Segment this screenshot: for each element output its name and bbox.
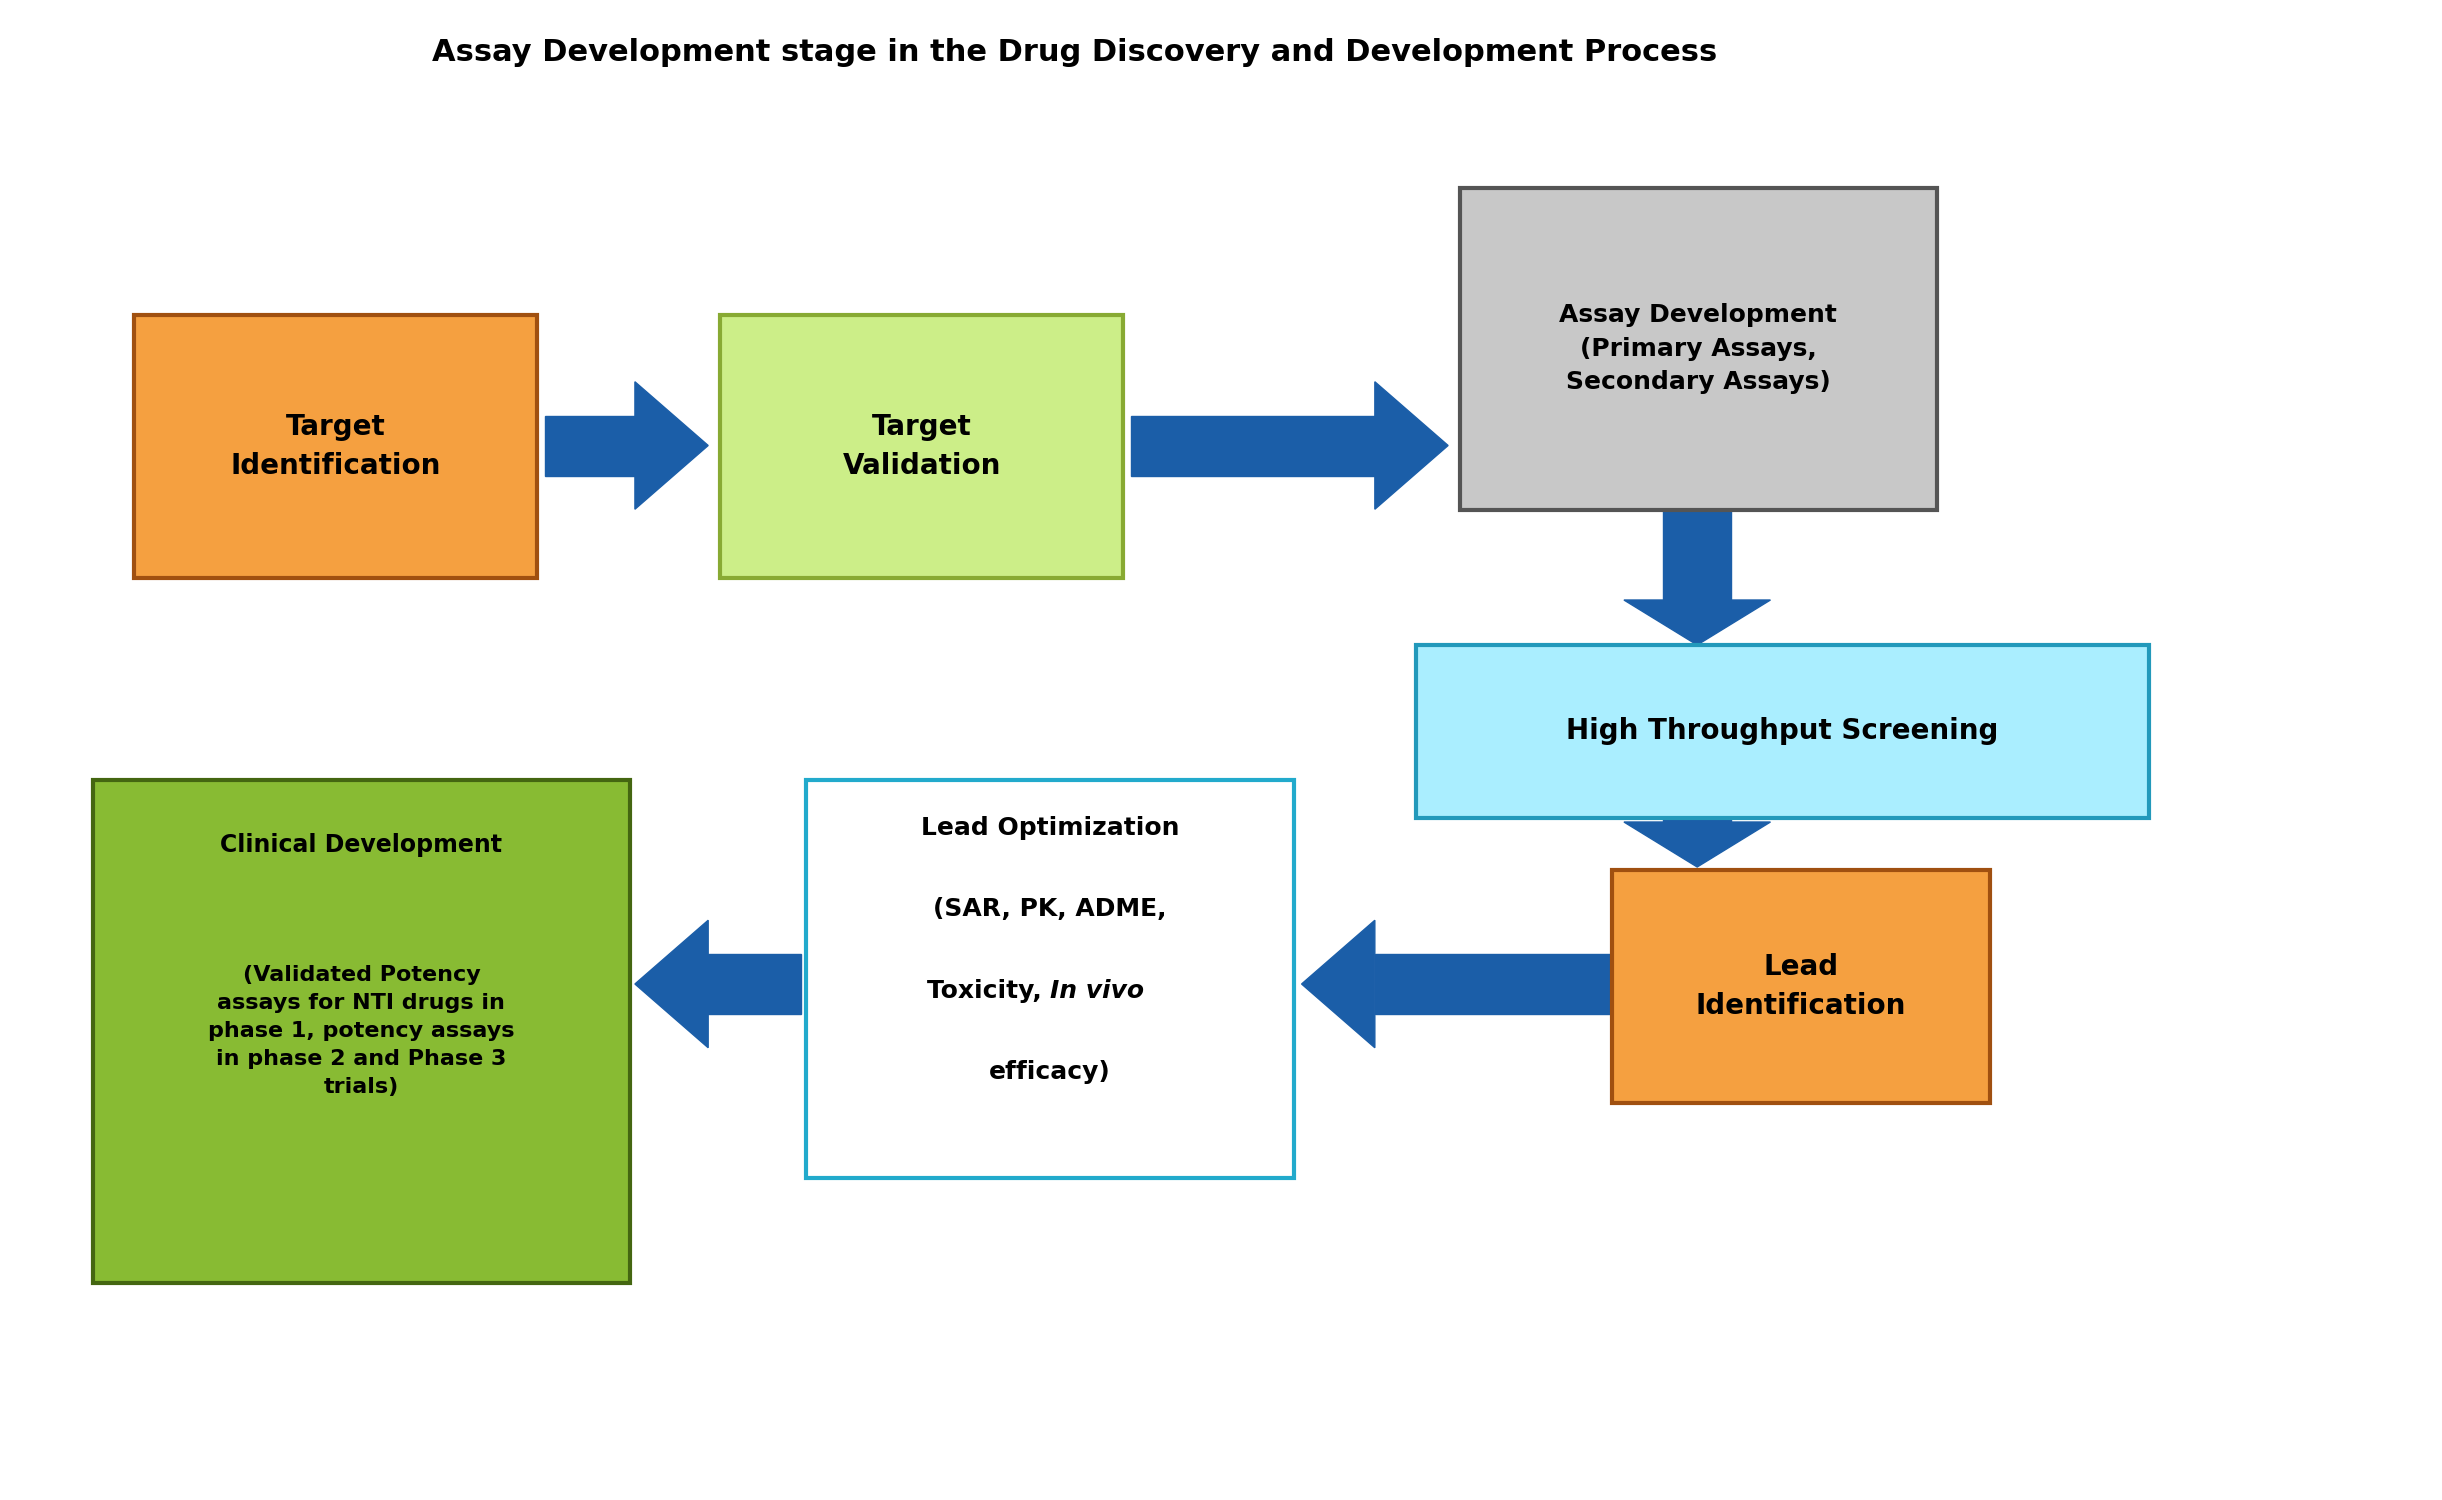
Polygon shape [1624,822,1770,867]
Text: Target
Identification: Target Identification [230,413,442,480]
Text: Clinical Development: Clinical Development [220,834,503,858]
Polygon shape [1624,600,1770,645]
Polygon shape [1302,921,1375,1047]
Polygon shape [1131,416,1375,476]
Text: (SAR, PK, ADME,: (SAR, PK, ADME, [933,897,1167,921]
Text: Assay Development
(Primary Assays,
Secondary Assays): Assay Development (Primary Assays, Secon… [1560,303,1836,394]
Polygon shape [635,382,708,510]
Polygon shape [1663,818,1731,822]
Text: (Validated Potency
assays for NTI drugs in
phase 1, potency assays
in phase 2 an: (Validated Potency assays for NTI drugs … [208,966,515,1098]
Text: Target
Validation: Target Validation [842,413,1001,480]
FancyBboxPatch shape [134,315,537,578]
Polygon shape [545,416,635,476]
Text: Toxicity,: Toxicity, [926,978,1050,1002]
Polygon shape [1375,954,1612,1014]
Text: Assay Development stage in the Drug Discovery and Development Process: Assay Development stage in the Drug Disc… [432,38,1717,68]
Polygon shape [1663,510,1731,600]
FancyBboxPatch shape [1460,188,1937,510]
Text: Lead
Identification: Lead Identification [1695,952,1907,1020]
FancyBboxPatch shape [1612,870,1990,1102]
Text: Lead Optimization: Lead Optimization [921,816,1179,840]
Text: In vivo: In vivo [1050,978,1143,1002]
Text: efficacy): efficacy) [989,1060,1111,1084]
Polygon shape [708,954,801,1014]
Text: High Throughput Screening: High Throughput Screening [1565,717,2000,746]
FancyBboxPatch shape [93,780,630,1282]
Polygon shape [1375,382,1448,510]
FancyBboxPatch shape [720,315,1123,578]
Polygon shape [635,921,708,1047]
FancyBboxPatch shape [806,780,1294,1178]
FancyBboxPatch shape [1416,645,2149,818]
